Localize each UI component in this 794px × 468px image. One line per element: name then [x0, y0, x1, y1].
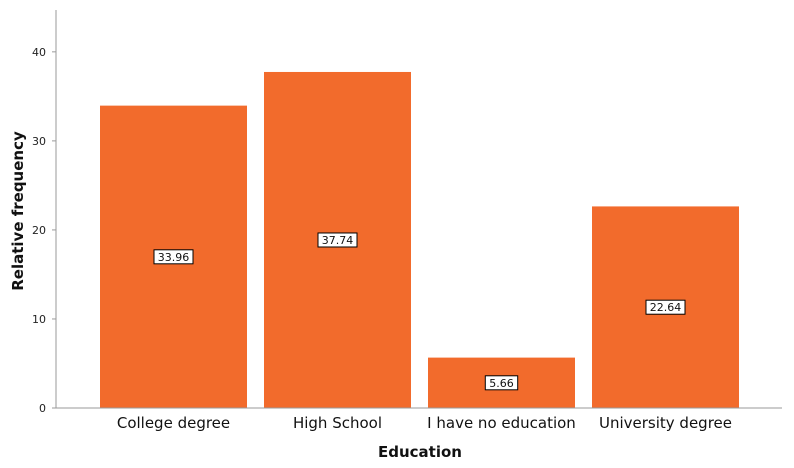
y-axis-title: Relative frequency: [9, 131, 27, 291]
x-category-label: I have no education: [427, 414, 576, 432]
bars-layer: [100, 71, 739, 409]
data-label-text: 22.64: [650, 301, 682, 314]
x-category-label: College degree: [117, 414, 230, 432]
data-label-box: [153, 249, 194, 265]
data-label-text: 33.96: [158, 251, 190, 264]
data-label-box: [484, 375, 519, 391]
data-label-text: 37.74: [322, 234, 354, 247]
data-label-box: [645, 299, 686, 315]
data-label-text: 5.66: [489, 377, 514, 390]
y-tick-label: 40: [32, 46, 46, 59]
data-label: 33.96: [153, 249, 194, 265]
data-labels-layer: 33.96 37.74 5.66 22.64: [153, 232, 686, 391]
y-tick-label: 30: [32, 135, 46, 148]
y-tick-label: 0: [39, 402, 46, 415]
x-category-label: University degree: [599, 414, 732, 432]
axes-layer: 0 10 20 30 40 College degree High School I have…: [32, 10, 782, 432]
data-label-box: [317, 232, 358, 248]
data-label: 22.64: [645, 299, 686, 315]
y-tick-label: 10: [32, 313, 46, 326]
x-category-label: High School: [293, 414, 382, 432]
x-axis-title: Education: [378, 443, 462, 461]
data-label: 37.74: [317, 232, 358, 248]
y-tick-label: 20: [32, 224, 46, 237]
data-label: 5.66: [484, 375, 519, 391]
